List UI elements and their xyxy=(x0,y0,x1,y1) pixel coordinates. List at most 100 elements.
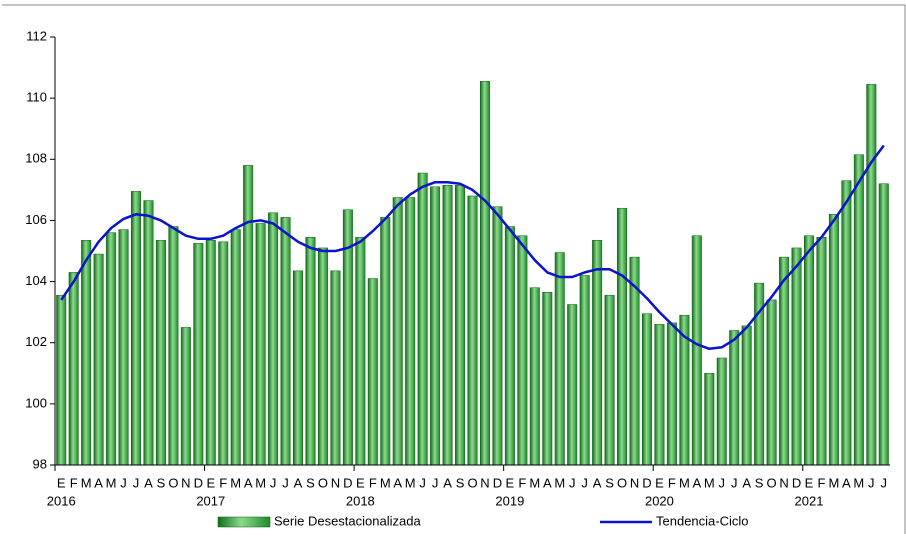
x-tick-label: M xyxy=(679,475,690,490)
x-tick-label: A xyxy=(742,475,751,490)
bar xyxy=(654,324,665,466)
x-tick-label: J xyxy=(719,475,726,490)
legend-label: Serie Desestacionalizada xyxy=(274,513,421,528)
x-tick-label: N xyxy=(181,475,190,490)
bar xyxy=(479,81,490,466)
x-tick-label: F xyxy=(518,475,526,490)
bar xyxy=(741,325,752,466)
y-tick-label: 110 xyxy=(26,90,47,105)
x-tick-label: M xyxy=(230,475,241,490)
x-tick-label: S xyxy=(456,475,465,490)
x-tick-label: N xyxy=(779,475,788,490)
x-tick-label: M xyxy=(828,475,839,490)
x-tick-label: O xyxy=(168,475,178,490)
bar xyxy=(106,232,117,466)
x-tick-label: J xyxy=(569,475,576,490)
x-tick-label: S xyxy=(157,475,166,490)
x-tick-label: A xyxy=(593,475,602,490)
x-tick-label: A xyxy=(692,475,701,490)
x-tick-label: J xyxy=(120,475,127,490)
x-tick-label: M xyxy=(529,475,540,490)
bar xyxy=(567,304,578,466)
bar xyxy=(828,214,839,466)
x-tick-label: J xyxy=(419,475,426,490)
bar xyxy=(492,206,503,466)
bar xyxy=(504,226,515,466)
x-tick-label: A xyxy=(294,475,303,490)
bar xyxy=(193,243,204,466)
year-label: 2016 xyxy=(47,493,76,508)
x-tick-label: A xyxy=(144,475,153,490)
y-tick-label: 108 xyxy=(25,151,47,166)
bar xyxy=(56,295,67,466)
bar xyxy=(118,229,129,466)
bar xyxy=(180,327,191,466)
x-tick-label: M xyxy=(255,475,266,490)
x-tick-label: M xyxy=(380,475,391,490)
x-tick-label: J xyxy=(731,475,738,490)
year-label: 2021 xyxy=(795,493,824,508)
x-tick-label: J xyxy=(133,475,140,490)
x-tick-label: J xyxy=(868,475,875,490)
bar xyxy=(68,272,79,466)
x-tick-label: D xyxy=(642,475,651,490)
bar xyxy=(666,322,677,466)
x-tick-label: O xyxy=(617,475,627,490)
bar xyxy=(93,253,104,466)
bar xyxy=(592,240,603,466)
bar xyxy=(579,275,590,466)
x-tick-label: S xyxy=(755,475,764,490)
bar xyxy=(841,180,852,466)
x-tick-label: N xyxy=(480,475,489,490)
x-tick-label: D xyxy=(493,475,502,490)
bar xyxy=(405,197,416,466)
x-tick-label: M xyxy=(81,475,92,490)
bar xyxy=(367,278,378,466)
bar xyxy=(878,183,889,466)
bar xyxy=(243,165,254,466)
bar xyxy=(155,240,166,466)
x-tick-label: A xyxy=(244,475,253,490)
x-tick-label: M xyxy=(405,475,416,490)
bar xyxy=(791,247,802,466)
bar xyxy=(81,240,92,466)
x-tick-label: O xyxy=(318,475,328,490)
bar xyxy=(729,330,740,466)
year-label: 2019 xyxy=(495,493,524,508)
trend-line xyxy=(60,144,885,351)
x-tick-label: J xyxy=(881,475,888,490)
x-tick-label: E xyxy=(655,475,664,490)
x-tick-label: F xyxy=(817,475,825,490)
year-label: 2020 xyxy=(645,493,674,508)
x-tick-label: F xyxy=(668,475,676,490)
x-tick-label: D xyxy=(194,475,203,490)
bar xyxy=(641,313,652,466)
bar xyxy=(168,226,179,466)
year-label: 2018 xyxy=(346,493,375,508)
bar xyxy=(529,287,540,466)
y-tick-label: 112 xyxy=(26,28,47,43)
x-tick-label: J xyxy=(432,475,439,490)
bar xyxy=(317,247,328,466)
x-tick-label: E xyxy=(206,475,215,490)
bar xyxy=(517,235,528,466)
x-tick-label: N xyxy=(630,475,639,490)
bar xyxy=(143,200,154,466)
bar xyxy=(131,191,141,466)
bar xyxy=(305,236,316,466)
bar xyxy=(268,212,279,466)
x-tick-label: F xyxy=(369,475,377,490)
x-tick-label: A xyxy=(443,475,452,490)
x-tick-label: A xyxy=(842,475,851,490)
bar xyxy=(205,240,216,466)
bar xyxy=(816,236,827,466)
x-tick-label: O xyxy=(767,475,777,490)
bar xyxy=(542,292,553,466)
x-tick-label: S xyxy=(605,475,614,490)
bar xyxy=(716,357,727,466)
bar xyxy=(255,223,266,466)
x-tick-label: F xyxy=(219,475,227,490)
bar xyxy=(430,186,441,466)
bar xyxy=(704,373,715,466)
x-tick-label: A xyxy=(543,475,552,490)
